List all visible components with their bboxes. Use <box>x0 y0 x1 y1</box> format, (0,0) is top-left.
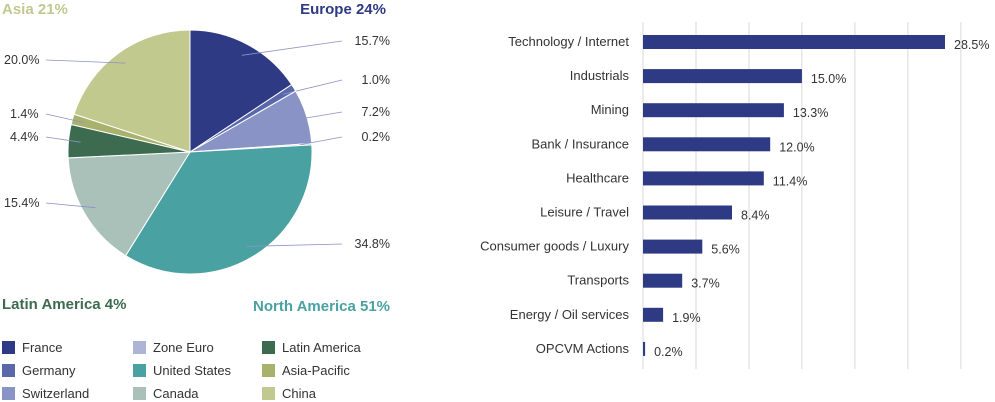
leader-line-france <box>241 40 343 56</box>
pie-pct-label-france: 15.7% <box>355 34 390 48</box>
pie-chart: 15.7% 1.0% 7.2% 0.2% 34.8% 15.4% 4.4% 1.4% 20.0%… <box>2 1 390 315</box>
legend-swatch-united-states <box>133 364 146 377</box>
bar-category-label-transports: Transports <box>567 273 629 288</box>
legend-label-germany: Germany <box>22 363 76 378</box>
pie-pct-label-china: 20.0% <box>4 53 39 67</box>
bar-category-label-leisure-travel: Leisure / Travel <box>540 205 629 220</box>
leader-line-united-states <box>246 243 343 247</box>
legend-label-latin-america: Latin America <box>282 340 362 355</box>
legend-label-canada: Canada <box>153 386 199 401</box>
bar-category-label-energy-oil-services: Energy / Oil services <box>510 307 630 322</box>
bar-leisure-travel <box>643 205 732 220</box>
bar-healthcare <box>643 171 764 186</box>
legend-label-asia-pacific: Asia-Pacific <box>282 363 350 378</box>
bar-value-label-consumer-goods-luxury: 5.6% <box>711 243 740 257</box>
bar-category-label-healthcare: Healthcare <box>566 170 629 185</box>
bar-value-label-technology-internet: 28.5% <box>954 38 989 52</box>
bar-value-label-mining: 13.3% <box>793 106 828 120</box>
bar-chart: Technology / Internet 28.5% Industrials 15.… <box>480 22 989 369</box>
bar-category-label-consumer-goods-luxury: Consumer goods / Luxury <box>480 239 629 254</box>
pie-slice-united-states <box>124 144 313 275</box>
bar-category-label-bank-insurance: Bank / Insurance <box>531 136 629 151</box>
region-label-asia-21: Asia 21% <box>2 1 68 18</box>
pie-slice-canada <box>67 151 191 257</box>
pie-slice-china <box>73 29 191 153</box>
pie-pct-label-switzerland: 7.2% <box>362 105 391 119</box>
legend-label-zone-euro: Zone Euro <box>153 340 214 355</box>
legend-swatch-germany <box>2 364 15 377</box>
leader-line-asia-pacific <box>45 113 85 123</box>
legend-label-switzerland: Switzerland <box>22 386 89 401</box>
region-label-north-america-51: North America 51% <box>253 298 390 315</box>
bar-mining <box>643 103 784 118</box>
bar-bank-insurance <box>643 137 771 152</box>
bar-opcvm-actions <box>643 341 646 356</box>
legend-swatch-latin-america <box>262 341 275 354</box>
pie-legend: France Germany Switzerland Zone Euro United … <box>2 340 362 401</box>
pie-pct-label-canada: 15.4% <box>4 196 39 210</box>
bar-category-label-mining: Mining <box>591 102 629 117</box>
leader-line-switzerland <box>294 111 343 121</box>
pie-pct-label-zone-euro: 0.2% <box>362 130 391 144</box>
leader-line-canada <box>45 202 96 209</box>
legend-swatch-switzerland <box>2 387 15 400</box>
legend-swatch-china <box>262 387 275 400</box>
bar-value-label-healthcare: 11.4% <box>773 174 808 188</box>
leader-line-china <box>45 59 126 64</box>
pie-slice-france <box>189 29 293 153</box>
bar-value-label-industrials: 15.0% <box>811 72 846 86</box>
bar-value-label-energy-oil-services: 1.9% <box>672 311 701 325</box>
legend-label-france: France <box>22 340 62 355</box>
bar-industrials <box>643 69 802 84</box>
bar-transports <box>643 273 683 288</box>
pie-pct-label-united-states: 34.8% <box>355 237 390 251</box>
bar-value-label-leisure-travel: 8.4% <box>741 209 770 223</box>
bar-category-label-industrials: Industrials <box>570 68 630 83</box>
bar-value-label-transports: 3.7% <box>691 277 720 291</box>
bar-category-label-technology-internet: Technology / Internet <box>508 34 629 49</box>
region-label-latin-america-4: Latin America 4% <box>2 296 127 313</box>
pie-pct-label-latin-america: 4.4% <box>10 130 39 144</box>
bar-technology-internet <box>643 35 945 49</box>
leader-line-latin-america <box>45 136 81 143</box>
legend-swatch-france <box>2 341 15 354</box>
bar-energy-oil-services <box>643 307 664 322</box>
leader-line-zone-euro <box>299 136 343 146</box>
region-label-europe-24: Europe 24% <box>300 1 386 18</box>
pie-pct-label-germany: 1.0% <box>362 73 391 87</box>
legend-swatch-asia-pacific <box>262 364 275 377</box>
bar-value-label-bank-insurance: 12.0% <box>779 140 814 154</box>
leader-line-germany <box>283 79 343 95</box>
bar-consumer-goods-luxury <box>643 239 703 254</box>
legend-label-united-states: United States <box>153 363 232 378</box>
bar-value-label-opcvm-actions: 0.2% <box>654 345 683 359</box>
legend-label-china: China <box>282 386 317 401</box>
bar-category-label-opcvm-actions: OPCVM Actions <box>536 341 630 356</box>
legend-swatch-zone-euro <box>133 341 146 354</box>
pie-pct-label-asia-pacific: 1.4% <box>10 107 39 121</box>
legend-swatch-canada <box>133 387 146 400</box>
